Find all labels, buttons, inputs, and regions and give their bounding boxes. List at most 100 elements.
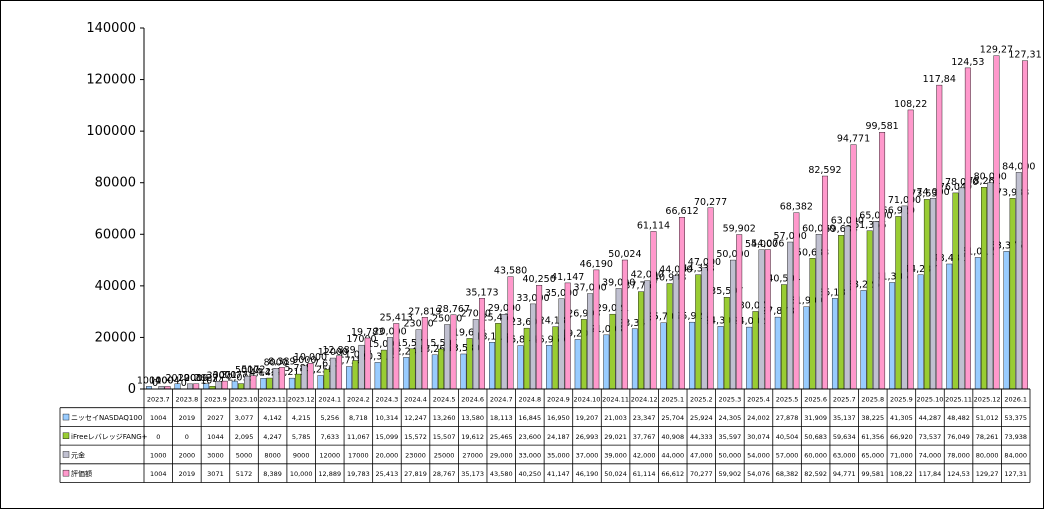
table-cell: 27,878 [776,414,799,422]
bar [666,283,673,390]
bar [1015,172,1022,390]
data-label: 44,287 [904,264,937,275]
data-label: 16,950 [532,334,565,345]
bar [421,317,428,390]
table-cell: 1044 [207,433,224,441]
data-label: 80,000 [974,172,1007,183]
table-cell: 48,482 [947,414,970,422]
data-label: 18,113 [475,331,508,342]
table-cell: 65,000 [861,451,884,459]
category-label: 2024.1 [318,395,341,403]
category-label: 2024.10 [574,395,601,403]
data-label: 11,067 [339,349,372,360]
legend-key [62,413,70,421]
table-cell: 19,207 [576,414,599,422]
table-cell: 40,908 [661,433,684,441]
bar [450,314,457,390]
bar [523,327,530,390]
table-cell: 8000 [264,451,281,459]
data-label: 21,003 [590,324,623,335]
data-label: 61,356 [853,220,886,231]
table-cell: 54,076 [747,470,770,478]
data-label: 23000 [403,319,433,330]
data-label: 53,375 [990,240,1023,251]
category-label: 2023.8 [175,395,198,403]
table-cell: 23000 [405,451,426,459]
data-label: 19,783 [351,327,384,338]
data-label: 78,000 [945,177,978,188]
bar [380,349,387,390]
data-label: 54,000 [745,239,778,250]
data-label: 117,84 [923,74,956,85]
category-label: 2025.11 [945,395,972,403]
table-cell: 2019 [179,414,196,422]
bar [552,326,559,390]
bar [764,249,771,390]
bar [374,362,381,390]
table-cell: 29,021 [604,433,627,441]
table-cell: 24,305 [719,414,742,422]
bar [809,258,816,390]
table-cell: 41,147 [547,470,570,478]
bar [621,259,628,390]
legend-key [62,432,70,439]
table-cell: 13,580 [461,414,484,422]
table-cell: 129,27 [976,470,999,478]
category-label: 2024.6 [461,395,484,403]
y-tick-label: 100000 [86,124,136,139]
table-cell: 63,000 [833,451,856,459]
bar [923,199,930,390]
bar [672,275,679,390]
data-label: 13,580 [447,343,480,354]
data-label: 28,767 [437,304,470,315]
table-cell: 8,718 [349,414,368,422]
data-label: 10,000 [294,352,327,363]
bar [593,269,600,390]
table-cell: 47,000 [690,451,713,459]
series-name: ニッセイNASDAQ100 [71,414,142,422]
category-label: 2025.6 [804,395,827,403]
data-label: 37,000 [573,283,606,294]
category-label: 2025.2 [690,395,713,403]
bar [352,360,359,390]
bar [644,280,651,390]
series-name: iFreeレバレッジFANG+ [71,433,148,441]
bar [409,348,416,390]
table-cell: 66,920 [890,433,913,441]
data-label: 0 [181,378,187,389]
bar [444,324,451,390]
bar [558,298,565,390]
data-label: 25,465 [482,312,515,323]
bar [288,377,295,390]
data-label: 10,314 [361,351,394,362]
bar [307,363,314,390]
table-cell: 20,000 [376,451,399,459]
y-tick-label: 80000 [95,176,136,191]
bar [460,353,467,390]
bar [631,328,638,390]
data-label: 5172 [241,365,265,376]
data-label: 35,597 [710,286,743,297]
table-cell: 35,597 [719,433,742,441]
bar [615,288,622,390]
y-tick-label: 120000 [86,73,136,88]
table-cell: 1000 [150,451,167,459]
bar [952,192,959,390]
table-cell: 21,003 [604,414,627,422]
table-cell: 10,000 [290,470,313,478]
bar [815,234,822,390]
bar [517,345,524,390]
data-label: 29,021 [596,303,629,314]
table-cell: 57,000 [776,451,799,459]
bar [774,316,781,390]
table-cell: 27,819 [404,470,427,478]
bar [987,182,994,390]
bar [758,249,765,390]
data-label: 27,819 [408,306,441,317]
table-cell: 76,049 [947,433,970,441]
table-cell: 54,000 [747,451,770,459]
data-label: 38,225 [847,279,880,290]
data-label: 25,924 [675,311,708,322]
data-label: 94,771 [837,134,870,145]
bar [752,311,759,390]
